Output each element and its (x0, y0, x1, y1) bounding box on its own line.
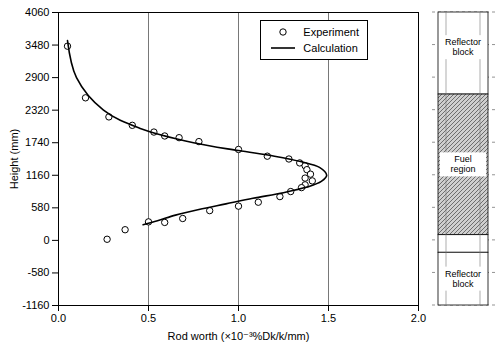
svg-text:2.0: 2.0 (411, 312, 426, 324)
svg-text:Reflector: Reflector (445, 269, 481, 279)
svg-text:Fuel: Fuel (454, 154, 472, 164)
svg-text:1160: 1160 (26, 169, 50, 181)
svg-text:Height (mm): Height (mm) (8, 129, 20, 190)
svg-text:0: 0 (43, 234, 49, 246)
svg-text:block: block (452, 279, 474, 289)
svg-text:3480: 3480 (25, 39, 49, 51)
svg-text:0.0: 0.0 (51, 312, 66, 324)
html-text:Experiment: Experiment (303, 26, 359, 38)
svg-text:1740: 1740 (25, 136, 49, 148)
svg-text:Reflector: Reflector (445, 37, 481, 47)
svg-text:Rod worth (×10⁻³%Dk/k/mm): Rod worth (×10⁻³%Dk/k/mm) (168, 330, 310, 342)
svg-text:1.0: 1.0 (231, 312, 246, 324)
svg-text:1.5: 1.5 (321, 312, 336, 324)
svg-text:580: 580 (31, 201, 49, 213)
svg-text:2900: 2900 (25, 71, 49, 83)
svg-text:region: region (450, 164, 475, 174)
svg-text:-580: -580 (27, 266, 49, 278)
html-text:Calculation: Calculation (303, 42, 358, 54)
svg-text:block: block (452, 47, 474, 57)
svg-text:2320: 2320 (25, 104, 49, 116)
svg-text:-1160: -1160 (22, 299, 49, 311)
svg-text:4060: 4060 (25, 6, 49, 18)
svg-text:0.5: 0.5 (141, 312, 156, 324)
